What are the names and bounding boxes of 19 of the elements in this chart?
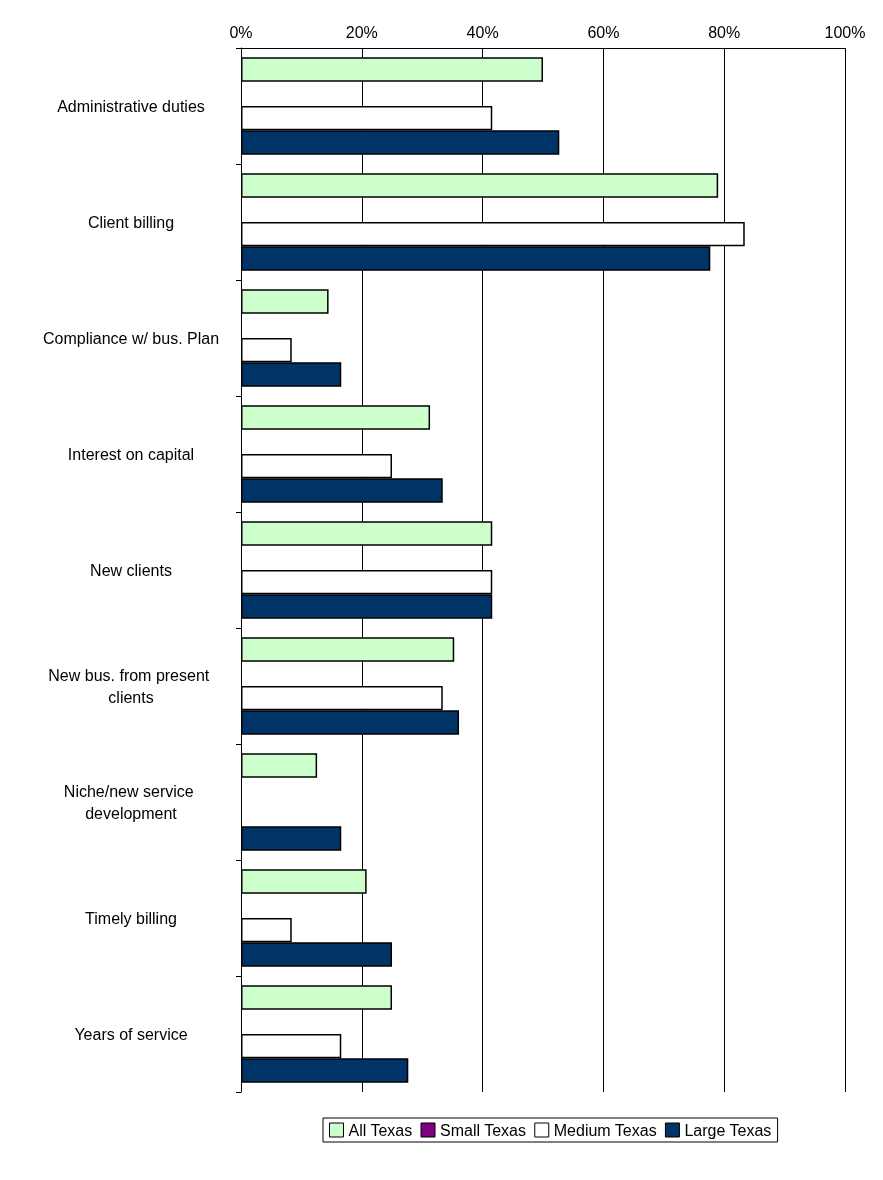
y-tick-label: Years of service (74, 1025, 188, 1043)
x-tick-label: 60% (587, 23, 620, 41)
y-tick-label: Niche/new service development (63, 782, 199, 822)
y-tick-label: New clients (90, 561, 172, 579)
legend-label: All Texas (348, 1121, 413, 1139)
y-tick-label: New bus. from present clients (48, 666, 214, 706)
y-tick-label: Client billing (87, 213, 175, 231)
x-tick-label: 0% (229, 23, 253, 41)
y-tick-label: Interest on capital (67, 445, 195, 463)
x-tick-label: 40% (466, 23, 499, 41)
y-tick-label: Timely billing (85, 909, 177, 927)
y-tick-label: Compliance w/ bus. Plan (42, 329, 220, 347)
legend-label: Large Texas (684, 1121, 772, 1139)
x-tick-label: 20% (345, 23, 378, 41)
x-tick-label: 100% (824, 23, 866, 41)
y-tick-label: Administrative duties (57, 97, 205, 115)
legend-label: Small Texas (440, 1121, 526, 1139)
legend-label: Medium Texas (553, 1121, 657, 1139)
x-tick-label: 80% (708, 23, 741, 41)
